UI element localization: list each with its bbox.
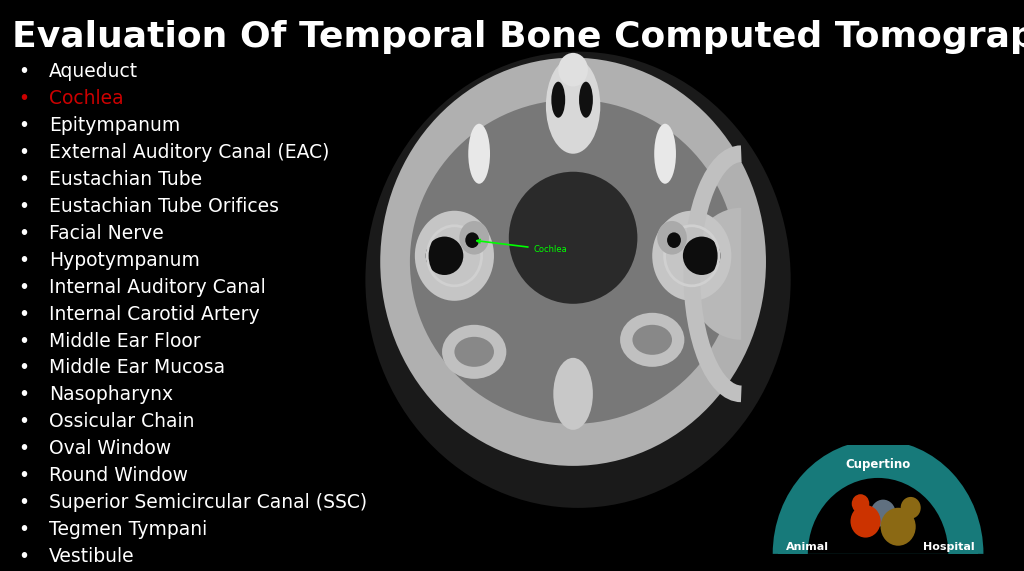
Text: •: •: [18, 467, 30, 485]
Text: Ossicular Chain: Ossicular Chain: [49, 412, 195, 432]
Text: •: •: [18, 332, 30, 351]
Text: Evaluation Of Temporal Bone Computed Tomography (CT): Evaluation Of Temporal Bone Computed Tom…: [12, 20, 1024, 54]
Ellipse shape: [667, 232, 681, 248]
Text: Facial Nerve: Facial Nerve: [49, 224, 164, 243]
Text: Nasopharynx: Nasopharynx: [49, 385, 173, 404]
Text: Eustachian Tube: Eustachian Tube: [49, 170, 203, 189]
Ellipse shape: [546, 58, 600, 154]
Ellipse shape: [366, 52, 791, 508]
Ellipse shape: [468, 124, 490, 184]
Ellipse shape: [654, 124, 676, 184]
Text: Cochlea: Cochlea: [49, 89, 124, 108]
Bar: [778, 532, 979, 562]
Text: •: •: [18, 251, 30, 270]
Ellipse shape: [415, 211, 494, 301]
Ellipse shape: [621, 313, 684, 367]
Ellipse shape: [558, 53, 588, 86]
Text: •: •: [18, 547, 30, 566]
Circle shape: [881, 508, 915, 546]
Text: •: •: [18, 170, 30, 189]
Circle shape: [851, 505, 881, 538]
Ellipse shape: [426, 236, 463, 275]
Text: Round Window: Round Window: [49, 467, 188, 485]
Text: Middle Ear Mucosa: Middle Ear Mucosa: [49, 359, 225, 377]
Text: Animal: Animal: [786, 542, 829, 552]
Ellipse shape: [442, 325, 506, 379]
Text: Vestibule: Vestibule: [49, 547, 135, 566]
Wedge shape: [773, 440, 983, 554]
Ellipse shape: [579, 82, 593, 118]
Text: Middle Ear Floor: Middle Ear Floor: [49, 332, 201, 351]
Text: Cupertino: Cupertino: [846, 458, 910, 471]
Circle shape: [852, 494, 869, 513]
Text: •: •: [18, 304, 30, 324]
Ellipse shape: [410, 100, 736, 424]
Text: •: •: [18, 385, 30, 404]
Ellipse shape: [553, 358, 593, 430]
Ellipse shape: [465, 232, 479, 248]
Circle shape: [901, 497, 921, 518]
Text: Eustachian Tube Orifices: Eustachian Tube Orifices: [49, 196, 280, 216]
Text: •: •: [18, 196, 30, 216]
Text: Oval Window: Oval Window: [49, 439, 171, 459]
Ellipse shape: [380, 58, 766, 466]
Ellipse shape: [509, 172, 637, 304]
Text: External Auditory Canal (EAC): External Auditory Canal (EAC): [49, 143, 330, 162]
Text: •: •: [18, 143, 30, 162]
Ellipse shape: [683, 236, 721, 275]
Text: •: •: [18, 89, 30, 108]
Text: Cochlea: Cochlea: [477, 239, 567, 254]
Text: Tegmen Tympani: Tegmen Tympani: [49, 520, 208, 539]
Text: Aqueduct: Aqueduct: [49, 62, 138, 81]
Text: •: •: [18, 493, 30, 512]
Text: •: •: [18, 439, 30, 459]
Text: •: •: [18, 412, 30, 432]
Text: •: •: [18, 359, 30, 377]
Ellipse shape: [633, 325, 672, 355]
Wedge shape: [687, 208, 741, 340]
Text: •: •: [18, 520, 30, 539]
Ellipse shape: [460, 221, 489, 255]
Circle shape: [870, 500, 896, 526]
Text: Internal Auditory Canal: Internal Auditory Canal: [49, 278, 266, 296]
Text: Hospital: Hospital: [923, 542, 974, 552]
Text: •: •: [18, 62, 30, 81]
Text: •: •: [18, 278, 30, 296]
Text: Superior Semicircular Canal (SSC): Superior Semicircular Canal (SSC): [49, 493, 368, 512]
Ellipse shape: [551, 82, 565, 118]
Text: Hypotympanum: Hypotympanum: [49, 251, 200, 270]
Text: •: •: [18, 224, 30, 243]
Ellipse shape: [657, 221, 687, 255]
Ellipse shape: [455, 337, 494, 367]
Text: Internal Carotid Artery: Internal Carotid Artery: [49, 304, 260, 324]
Wedge shape: [808, 478, 948, 554]
Text: •: •: [18, 116, 30, 135]
Text: Epitympanum: Epitympanum: [49, 116, 180, 135]
Ellipse shape: [652, 211, 731, 301]
